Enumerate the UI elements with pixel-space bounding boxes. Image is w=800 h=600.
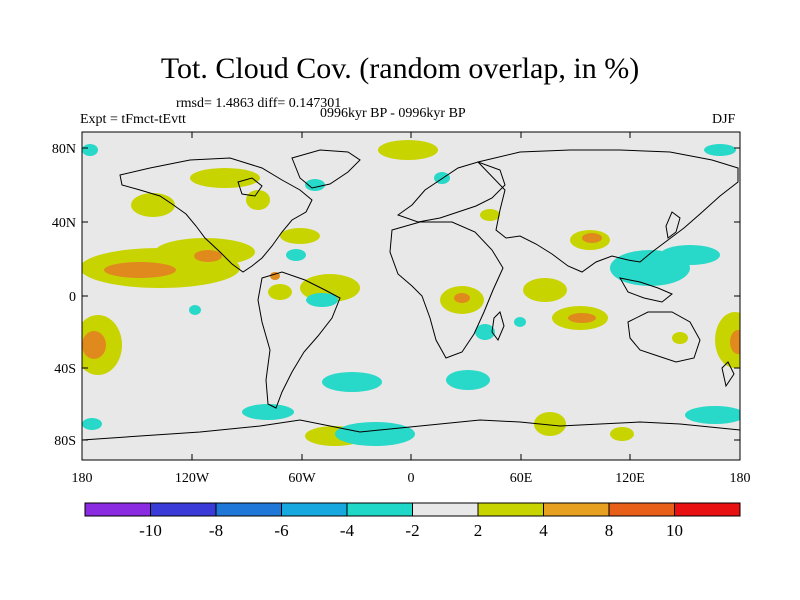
anomaly-region — [335, 422, 415, 446]
anomaly-region — [704, 144, 736, 156]
coastline-south-america — [257, 271, 341, 409]
colorbar-swatch — [215, 502, 282, 517]
anomaly-region — [672, 332, 688, 344]
anomaly-region — [730, 330, 740, 354]
stats-label: rmsd= 1.4863 diff= 0.147301 — [176, 96, 342, 111]
colorbar-label: -2 — [405, 521, 419, 540]
anomaly-region — [610, 427, 634, 441]
anomaly-region — [82, 331, 106, 359]
axis-ticks — [81, 132, 741, 460]
anomaly-region — [270, 272, 280, 280]
coastline-africa — [389, 221, 504, 359]
coastline-new-zealand — [721, 361, 735, 388]
colorbar-swatch — [281, 502, 348, 517]
colorbar-label: 2 — [474, 521, 483, 540]
anomaly-region — [305, 179, 325, 191]
coastlines — [82, 149, 740, 441]
anomaly-region — [475, 324, 495, 340]
experiment-label: Expt = tFmct-tEvtt — [80, 112, 186, 127]
coastline-antarctica — [82, 419, 740, 441]
anomaly-region — [104, 262, 176, 278]
lon-tick-label: 60E — [510, 471, 533, 486]
lon-tick-label: 60W — [288, 471, 316, 486]
anomaly-region — [82, 418, 102, 430]
colorbar-label: 8 — [605, 521, 614, 540]
lon-tick-label: 0 — [408, 471, 415, 486]
colorbar-swatch — [674, 502, 741, 517]
anomaly-region — [378, 140, 438, 160]
coastline-japan — [665, 211, 681, 239]
colorbar-label: -6 — [274, 521, 288, 540]
period-label: 0996kyr BP - 0996kyr BP — [320, 106, 466, 121]
coastline-north-america — [119, 157, 313, 273]
anomaly-region — [268, 284, 292, 300]
anomaly-region — [685, 406, 740, 424]
anomaly-region — [242, 404, 294, 420]
anomaly-region — [660, 245, 720, 265]
lon-axis: 180 120W 60W 0 60E 120E 180 — [72, 471, 751, 486]
colorbar-label: -8 — [209, 521, 223, 540]
colorbar-label: -4 — [340, 521, 355, 540]
lat-tick-label: 40N — [52, 216, 76, 231]
anomaly-region — [286, 249, 306, 261]
anomaly-region — [446, 370, 490, 390]
lon-tick-label: 180 — [730, 471, 751, 486]
anomaly-region — [582, 233, 602, 243]
chart-title: Tot. Cloud Cov. (random overlap, in %) — [160, 52, 640, 85]
colorbar-label: -10 — [139, 521, 162, 540]
anomaly-region — [568, 313, 596, 323]
anomaly-region — [189, 305, 201, 315]
anomaly-region — [194, 250, 222, 262]
coastline-hudson-bay — [237, 177, 263, 197]
colorbar-swatch — [412, 502, 479, 517]
anomaly-region — [82, 144, 98, 156]
colorbar-swatch — [84, 502, 151, 517]
lat-tick-label: 80N — [52, 142, 76, 157]
colorbar: -10 -8 -6 -4 -2 2 4 8 10 — [84, 502, 741, 540]
lat-axis: 80N 40N 0 40S 80S — [52, 142, 76, 449]
coastline-australia — [627, 311, 701, 363]
lat-tick-label: 80S — [54, 434, 76, 449]
lon-tick-label: 120W — [175, 471, 210, 486]
anomaly-region — [322, 372, 382, 392]
anomaly-region — [514, 317, 526, 327]
coastline-europe — [396, 161, 506, 223]
colorbar-swatch — [150, 502, 217, 517]
coastline-madagascar — [491, 311, 505, 341]
colorbar-swatch — [346, 502, 413, 517]
anomaly-region — [190, 168, 260, 188]
colorbar-label: 10 — [666, 521, 683, 540]
anomaly-region — [280, 228, 320, 244]
anomaly-region — [534, 412, 566, 436]
lon-tick-label: 180 — [72, 471, 93, 486]
anomaly-region — [306, 293, 338, 307]
coastline-asia — [477, 149, 739, 273]
colorbar-swatch — [477, 502, 544, 517]
anomaly-field — [82, 140, 740, 446]
lat-tick-label: 0 — [69, 290, 76, 305]
coastline-greenland — [291, 149, 361, 189]
anomaly-region — [480, 209, 500, 221]
season-label: DJF — [712, 112, 736, 127]
anomaly-region — [454, 293, 470, 303]
anomaly-region — [523, 278, 567, 302]
colorbar-label: 4 — [539, 521, 548, 540]
map-background — [82, 132, 740, 460]
colorbar-swatch — [543, 502, 610, 517]
anomaly-region — [131, 193, 175, 217]
lat-tick-label: 40S — [54, 362, 76, 377]
coastline-se-asia — [619, 277, 673, 303]
lon-tick-label: 120E — [615, 471, 645, 486]
anomaly-region — [246, 190, 270, 210]
colorbar-swatch — [608, 502, 675, 517]
anomaly-region — [715, 312, 740, 368]
